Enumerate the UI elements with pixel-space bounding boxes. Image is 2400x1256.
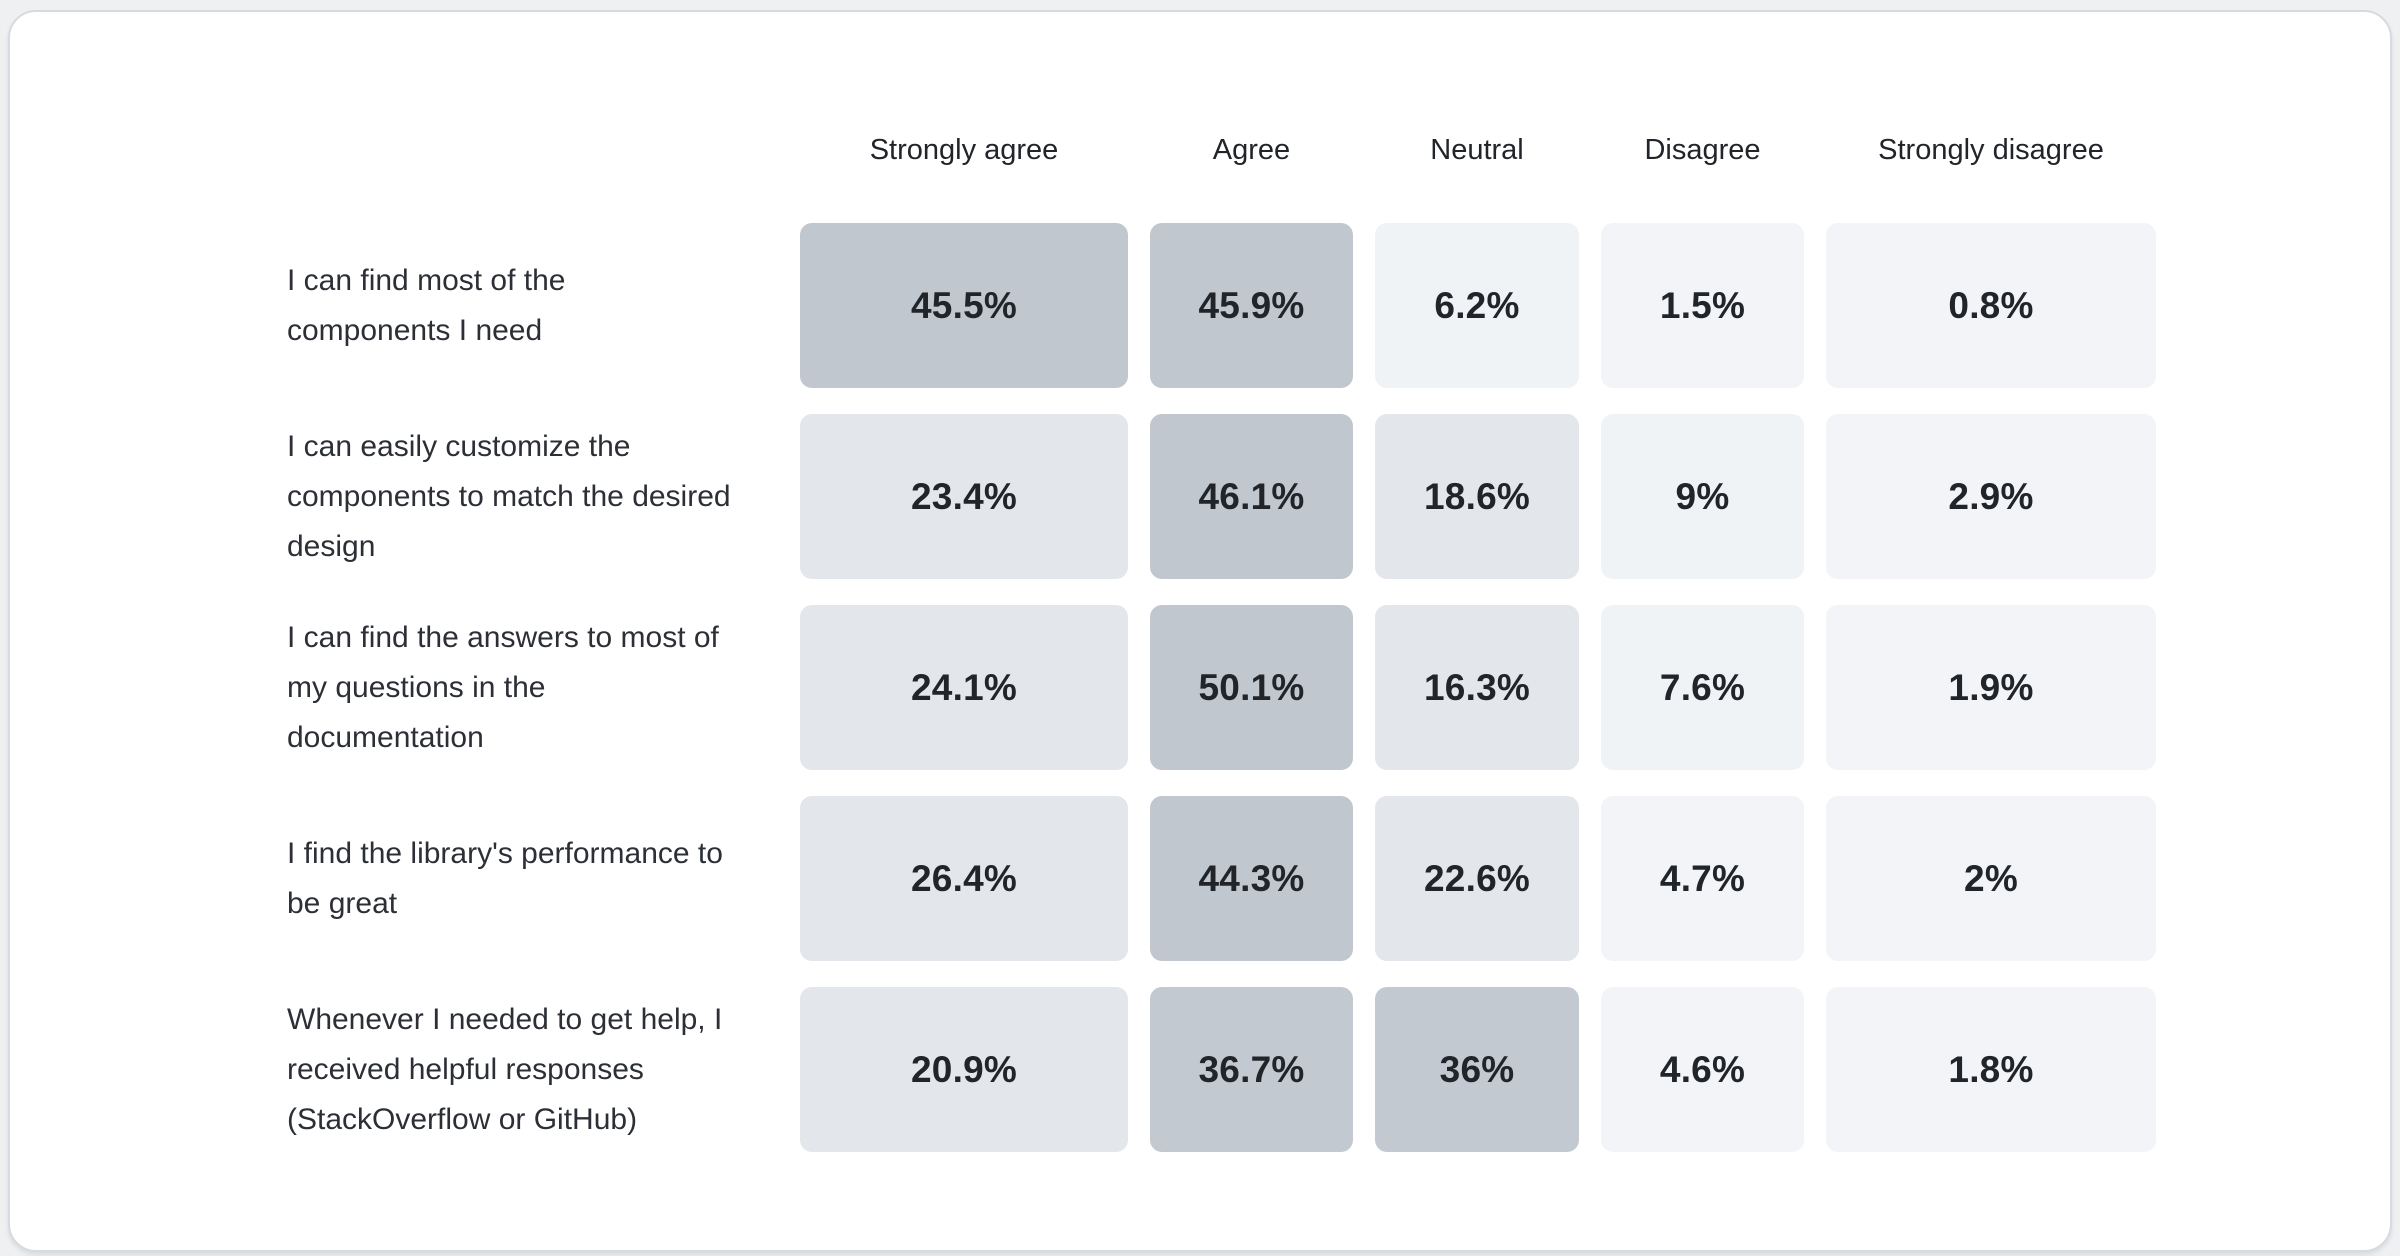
cell-value: 24.1% (911, 666, 1017, 708)
cell-value: 44.3% (1198, 857, 1305, 899)
heatmap-cell-r5-c3: 36% (1375, 987, 1579, 1152)
heatmap-cell-r5-c5: 1.8% (1826, 987, 2156, 1152)
row-label-3: I can find the answers to most of my que… (287, 605, 778, 770)
cell-value: 36% (1439, 1048, 1515, 1090)
heatmap-cell-r1-c4: 1.5% (1601, 223, 1804, 388)
cell-value: 26.4% (911, 857, 1017, 899)
cell-value: 4.7% (1659, 857, 1746, 899)
cell-value: 23.4% (911, 475, 1017, 517)
column-header-2: Agree (1212, 134, 1291, 166)
heatmap-cell-r2-c3: 18.6% (1375, 414, 1579, 579)
heatmap-grid: Strongly agree Agree Neutral Disagree Strong… (287, 104, 2156, 1152)
heatmap-cell-r3-c5: 1.9% (1826, 605, 2156, 770)
heatmap-cell-r4-c5: 2% (1826, 796, 2156, 961)
cell-value: 45.9% (1198, 284, 1305, 326)
column-header-3: Neutral (1430, 134, 1524, 166)
heatmap-cell-r2-c2: 46.1% (1150, 414, 1353, 579)
cell-value: 1.8% (1948, 1048, 2034, 1090)
heatmap-cell-r2-c5: 2.9% (1826, 414, 2156, 579)
row-label-text: I can easily customize the components to… (287, 429, 731, 563)
column-header-1: Strongly agree (869, 134, 1059, 166)
row-label-text: Whenever I needed to get help, I receive… (287, 1002, 723, 1136)
heatmap-cell-r3-c2: 50.1% (1150, 605, 1353, 770)
heatmap-cell-r2-c4: 9% (1601, 414, 1804, 579)
cell-value: 2.9% (1948, 475, 2034, 517)
heatmap-cell-r4-c3: 22.6% (1375, 796, 1579, 961)
heatmap-cell-r5-c2: 36.7% (1150, 987, 1353, 1152)
cell-value: 1.5% (1659, 284, 1746, 326)
heatmap-cell-r1-c2: 45.9% (1150, 223, 1353, 388)
heatmap-cell-r4-c1: 26.4% (800, 796, 1128, 961)
row-label-4: I find the library's performance to be g… (287, 796, 778, 961)
row-label-2: I can easily customize the components to… (287, 414, 778, 579)
heatmap-cell-r3-c4: 7.6% (1601, 605, 1804, 770)
heatmap-cell-r4-c4: 4.7% (1601, 796, 1804, 961)
heatmap-cell-r4-c2: 44.3% (1150, 796, 1353, 961)
cell-value: 50.1% (1198, 666, 1305, 708)
cell-value: 2% (1964, 857, 2018, 899)
row-label-1: I can find most of the components I need (287, 223, 778, 388)
heatmap-cell-r1-c3: 6.2% (1375, 223, 1579, 388)
row-label-text: I can find most of the components I need (287, 263, 566, 347)
column-header-5: Strongly disagree (1878, 134, 2104, 166)
row-label-text: I find the library's performance to be g… (287, 836, 723, 920)
cell-value: 6.2% (1434, 284, 1520, 326)
heatmap-cell-r2-c1: 23.4% (800, 414, 1128, 579)
cell-value: 0.8% (1948, 284, 2034, 326)
cell-value: 45.5% (911, 284, 1017, 326)
survey-heatmap-card: Strongly agree Agree Neutral Disagree Strong… (8, 10, 2392, 1252)
heatmap-cell-r5-c1: 20.9% (800, 987, 1128, 1152)
heatmap-cell-r3-c1: 24.1% (800, 605, 1128, 770)
cell-value: 9% (1675, 475, 1730, 517)
cell-value: 20.9% (911, 1048, 1017, 1090)
cell-value: 22.6% (1424, 857, 1530, 899)
heatmap-cell-r3-c3: 16.3% (1375, 605, 1579, 770)
heatmap-cell-r1-c1: 45.5% (800, 223, 1128, 388)
cell-value: 36.7% (1198, 1048, 1305, 1090)
cell-value: 16.3% (1424, 666, 1530, 708)
cell-value: 46.1% (1198, 475, 1305, 517)
heatmap-cell-r1-c5: 0.8% (1826, 223, 2156, 388)
cell-value: 7.6% (1659, 666, 1746, 708)
corner-spacer (287, 104, 778, 197)
heatmap-cell-r5-c4: 4.6% (1601, 987, 1804, 1152)
row-label-5: Whenever I needed to get help, I receive… (287, 987, 778, 1152)
cell-value: 18.6% (1424, 475, 1530, 517)
column-header-4: Disagree (1644, 134, 1761, 166)
cell-value: 4.6% (1659, 1048, 1746, 1090)
row-label-text: I can find the answers to most of my que… (287, 620, 719, 754)
cell-value: 1.9% (1948, 666, 2034, 708)
